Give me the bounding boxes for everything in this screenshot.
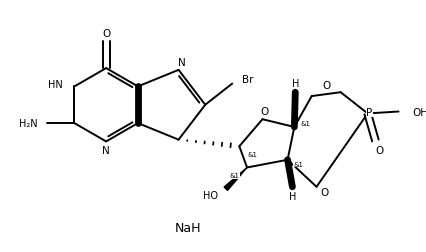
Text: &1: &1 — [299, 121, 309, 127]
Text: O: O — [321, 81, 330, 91]
Text: N: N — [177, 58, 185, 68]
Text: &1: &1 — [229, 173, 239, 178]
Text: NaH: NaH — [175, 221, 201, 234]
Text: OH: OH — [411, 107, 426, 117]
Text: H: H — [288, 192, 295, 202]
Text: &1: &1 — [293, 161, 302, 167]
Text: HN: HN — [48, 79, 63, 89]
Text: &1: &1 — [247, 151, 256, 157]
Text: O: O — [260, 106, 268, 116]
Text: H₂N: H₂N — [19, 119, 37, 129]
Text: O: O — [320, 187, 328, 197]
Text: N: N — [102, 146, 110, 155]
Text: H: H — [291, 78, 298, 88]
Text: HO: HO — [203, 191, 218, 201]
Text: O: O — [374, 146, 383, 155]
Text: Br: Br — [242, 74, 253, 84]
Text: P: P — [366, 107, 372, 117]
Polygon shape — [224, 168, 247, 191]
Text: O: O — [102, 29, 110, 39]
